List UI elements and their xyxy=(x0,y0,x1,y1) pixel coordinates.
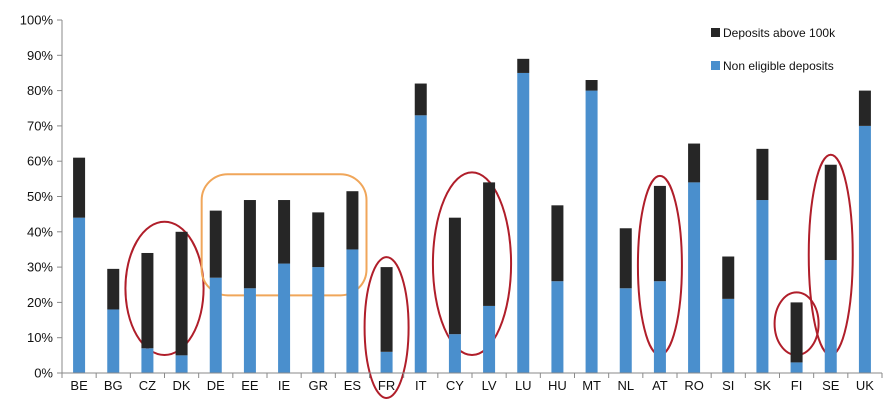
bar-it-deposits-above-100k xyxy=(414,83,427,116)
bar-de-non-eligible-deposits xyxy=(209,277,222,373)
bar-cy-non-eligible-deposits xyxy=(448,334,461,373)
bar-cz-deposits-above-100k xyxy=(141,252,154,349)
bar-mt-non-eligible-deposits xyxy=(585,90,598,373)
bar-ie-non-eligible-deposits xyxy=(278,263,291,373)
x-tick-label-hu: HU xyxy=(548,378,567,393)
bar-es-non-eligible-deposits xyxy=(346,249,359,373)
x-tick-label-lu: LU xyxy=(515,378,532,393)
bar-sk-non-eligible-deposits xyxy=(756,200,769,373)
bar-fr-non-eligible-deposits xyxy=(380,351,393,373)
x-tick-label-si: SI xyxy=(722,378,734,393)
bar-si-non-eligible-deposits xyxy=(722,298,735,373)
bar-ie-deposits-above-100k xyxy=(278,200,291,264)
x-tick-label-dk: DK xyxy=(173,378,191,393)
bar-it-non-eligible-deposits xyxy=(414,115,427,373)
y-tick-label: 80% xyxy=(27,83,53,98)
bar-nl-non-eligible-deposits xyxy=(619,288,632,373)
bar-nl-deposits-above-100k xyxy=(619,228,632,289)
y-tick-label: 20% xyxy=(27,295,53,310)
x-axis-ticks: BE BG CZ DK DE EE IE GR ES FR IT CY LV LU HU MT NL AT RO SI… xyxy=(61,373,883,393)
y-tick-label: 90% xyxy=(27,48,53,63)
bar-cz-non-eligible-deposits xyxy=(141,348,154,373)
bar-ee-deposits-above-100k xyxy=(243,200,256,289)
bar-lv-non-eligible-deposits xyxy=(483,305,496,373)
bar-lu-non-eligible-deposits xyxy=(517,72,530,373)
bar-lu-deposits-above-100k xyxy=(517,58,530,73)
bars xyxy=(73,58,871,374)
bar-de-deposits-above-100k xyxy=(209,210,222,278)
x-tick-label-de: DE xyxy=(207,378,225,393)
bar-fi-deposits-above-100k xyxy=(790,302,803,363)
legend: Deposits above 100k Non eligible deposit… xyxy=(711,26,836,73)
y-tick-label: 50% xyxy=(27,189,53,204)
bar-at-non-eligible-deposits xyxy=(653,281,666,373)
highlight-cy-lv xyxy=(431,171,513,356)
bar-es-deposits-above-100k xyxy=(346,191,359,250)
bar-cy-deposits-above-100k xyxy=(448,217,461,335)
bar-bg-non-eligible-deposits xyxy=(107,309,120,373)
x-tick-label-ie: IE xyxy=(278,378,291,393)
bar-hu-deposits-above-100k xyxy=(551,205,564,282)
y-tick-label: 60% xyxy=(27,154,53,169)
bar-hu-non-eligible-deposits xyxy=(551,281,564,373)
bar-be-non-eligible-deposits xyxy=(73,217,86,373)
x-tick-label-sk: SK xyxy=(754,378,772,393)
bar-fr-deposits-above-100k xyxy=(380,267,393,352)
x-tick-label-lv: LV xyxy=(482,378,497,393)
highlight-cz-dk xyxy=(124,220,205,356)
x-tick-label-it: IT xyxy=(415,378,427,393)
bar-at-deposits-above-100k xyxy=(653,185,666,282)
x-tick-label-ee: EE xyxy=(241,378,259,393)
bar-dk-deposits-above-100k xyxy=(175,231,188,356)
y-tick-label: 100% xyxy=(20,13,54,28)
highlight-fr xyxy=(363,256,410,399)
y-tick-label: 70% xyxy=(27,118,53,133)
legend-label-non-eligible-deposits: Non eligible deposits xyxy=(723,59,834,73)
y-axis-ticks: 0% 10% 20% 30% 40% 50% 60% 70% 80% 90% 100% xyxy=(20,13,62,381)
y-tick-label: 40% xyxy=(27,224,53,239)
x-tick-label-ro: RO xyxy=(684,378,704,393)
bar-uk-deposits-above-100k xyxy=(858,90,871,126)
x-tick-label-nl: NL xyxy=(617,378,634,393)
bar-se-deposits-above-100k xyxy=(824,164,837,261)
bar-si-deposits-above-100k xyxy=(722,256,735,299)
x-tick-label-mt: MT xyxy=(582,378,601,393)
x-tick-label-es: ES xyxy=(344,378,362,393)
bar-sk-deposits-above-100k xyxy=(756,148,769,201)
bar-ro-non-eligible-deposits xyxy=(688,182,701,373)
x-tick-label-se: SE xyxy=(822,378,840,393)
x-tick-label-bg: BG xyxy=(104,378,123,393)
legend-swatch-deposits-above-100k xyxy=(711,28,720,37)
bar-uk-non-eligible-deposits xyxy=(858,125,871,374)
bar-mt-deposits-above-100k xyxy=(585,80,598,91)
y-tick-label: 30% xyxy=(27,260,53,275)
x-tick-label-fi: FI xyxy=(791,378,803,393)
x-tick-label-uk: UK xyxy=(856,378,874,393)
bar-se-non-eligible-deposits xyxy=(824,260,837,373)
x-tick-label-at: AT xyxy=(652,378,668,393)
bar-ee-non-eligible-deposits xyxy=(243,288,256,373)
bar-dk-non-eligible-deposits xyxy=(175,355,188,373)
x-tick-label-cz: CZ xyxy=(139,378,156,393)
bar-bg-deposits-above-100k xyxy=(107,268,120,310)
bar-be-deposits-above-100k xyxy=(73,157,86,218)
bar-gr-non-eligible-deposits xyxy=(312,267,325,373)
x-tick-label-cy: CY xyxy=(446,378,464,393)
legend-swatch-non-eligible-deposits xyxy=(711,61,720,70)
bar-ro-deposits-above-100k xyxy=(688,143,701,183)
x-tick-label-be: BE xyxy=(70,378,88,393)
legend-label-deposits-above-100k: Deposits above 100k xyxy=(723,26,836,40)
bar-lv-deposits-above-100k xyxy=(483,182,496,306)
bar-gr-deposits-above-100k xyxy=(312,212,325,268)
y-tick-label: 0% xyxy=(34,366,53,381)
bar-fi-non-eligible-deposits xyxy=(790,362,803,373)
y-tick-label: 10% xyxy=(27,330,53,345)
x-tick-label-fr: FR xyxy=(378,378,395,393)
x-tick-label-gr: GR xyxy=(309,378,329,393)
